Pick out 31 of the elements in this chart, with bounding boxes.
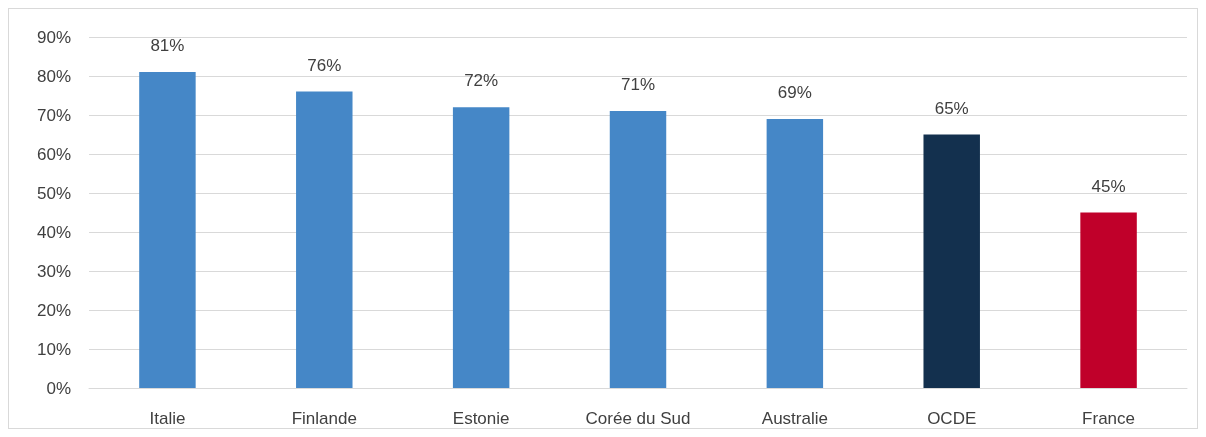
- data-label: 76%: [307, 55, 342, 75]
- data-label: 72%: [464, 71, 499, 91]
- bar: [296, 91, 353, 388]
- data-label: 81%: [150, 36, 185, 56]
- bar: [923, 134, 980, 388]
- y-tick-label: 0%: [46, 378, 71, 398]
- y-tick-label: 30%: [36, 261, 71, 281]
- x-tick-label: Corée du Sud: [585, 409, 691, 428]
- x-tick-label: Italie: [149, 409, 186, 428]
- bar: [609, 111, 667, 388]
- y-tick-label: 40%: [36, 222, 71, 242]
- x-tick-label: Australie: [761, 409, 828, 428]
- bar: [766, 118, 824, 388]
- data-label: 71%: [620, 75, 656, 95]
- bar: [1080, 212, 1137, 388]
- bar: [452, 107, 510, 388]
- y-tick-label: 20%: [36, 300, 71, 320]
- x-tick-label: OCDE: [927, 409, 977, 428]
- y-tick-label: 10%: [36, 339, 71, 359]
- bar: [139, 72, 196, 388]
- x-tick-label: Finlande: [291, 409, 357, 428]
- y-tick-label: 70%: [36, 105, 71, 125]
- y-tick-label: 80%: [36, 66, 71, 86]
- x-tick-label: France: [1082, 409, 1136, 428]
- y-tick-label: 50%: [36, 183, 71, 203]
- data-label: 69%: [777, 82, 812, 102]
- data-label: 45%: [1091, 176, 1126, 196]
- y-tick-label: 90%: [36, 27, 71, 47]
- x-tick-label: Estonie: [452, 409, 510, 428]
- y-tick-label: 60%: [36, 144, 71, 164]
- data-label: 65%: [934, 98, 969, 118]
